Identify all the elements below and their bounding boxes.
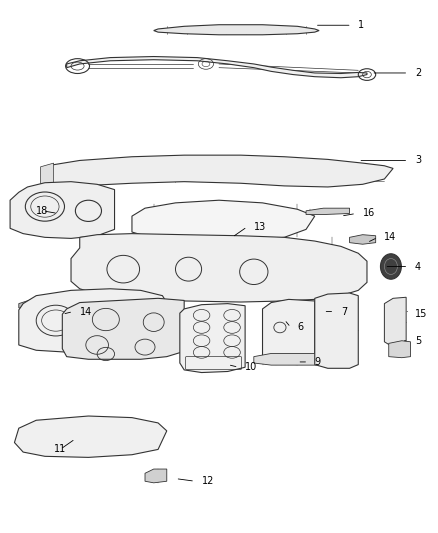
Polygon shape [315,293,358,368]
Polygon shape [350,235,376,244]
Text: 9: 9 [315,357,321,367]
Polygon shape [19,300,45,310]
Polygon shape [10,182,115,238]
Text: 2: 2 [415,68,421,78]
Text: 16: 16 [363,208,375,219]
Text: 13: 13 [254,222,266,232]
Text: 10: 10 [245,362,258,372]
Polygon shape [62,298,184,359]
Polygon shape [306,208,350,215]
Polygon shape [41,163,53,195]
Text: 15: 15 [415,309,427,319]
Text: 4: 4 [415,262,421,271]
Polygon shape [254,353,350,365]
Polygon shape [180,304,245,373]
Polygon shape [154,25,319,35]
Text: 5: 5 [415,336,421,346]
Polygon shape [262,300,315,365]
Polygon shape [71,233,367,302]
Text: 6: 6 [297,322,304,333]
Text: 1: 1 [358,20,364,30]
Polygon shape [19,289,167,352]
Polygon shape [385,297,406,347]
Text: 18: 18 [36,206,49,216]
Polygon shape [132,200,315,241]
Polygon shape [67,56,367,78]
Text: 12: 12 [201,477,214,486]
Polygon shape [45,155,393,192]
Polygon shape [145,469,167,483]
Polygon shape [389,341,410,358]
Ellipse shape [381,254,401,279]
Text: 14: 14 [385,232,397,243]
Text: 3: 3 [415,156,421,165]
Text: 11: 11 [53,445,66,455]
Polygon shape [14,416,167,457]
Text: 7: 7 [341,306,347,317]
Text: 14: 14 [80,306,92,317]
